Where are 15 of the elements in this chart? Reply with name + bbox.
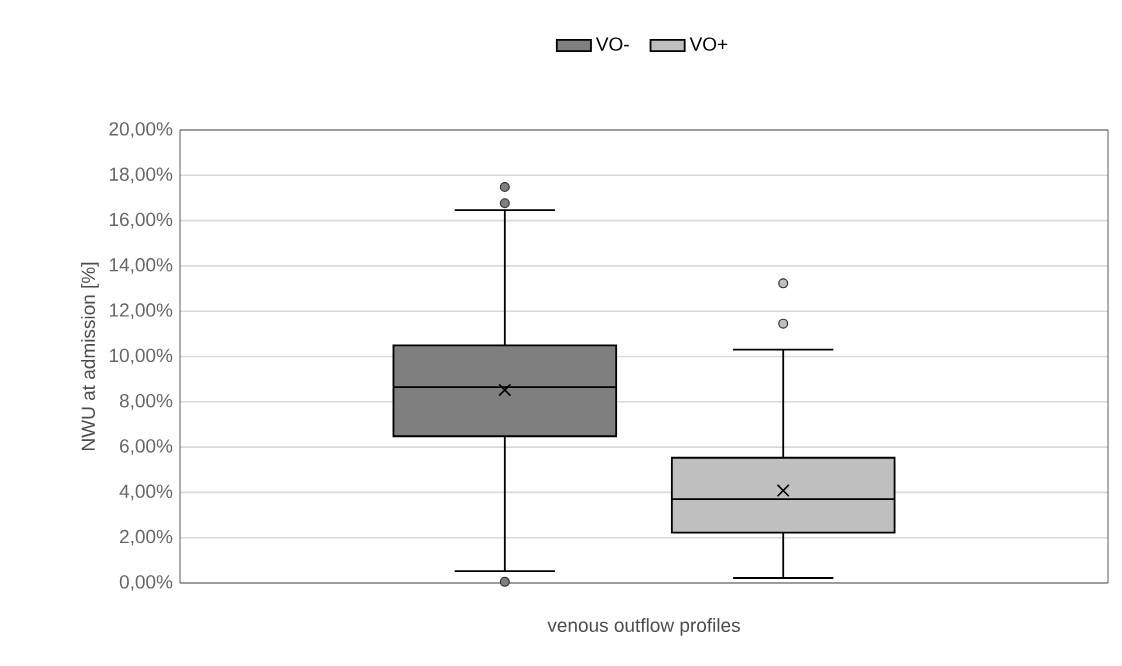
y-axis-title: NWU at admission [%] — [81, 262, 99, 450]
y-tick-label: 4,00% — [119, 484, 173, 501]
y-tick-label: 6,00% — [120, 439, 173, 455]
y-tick-label: 12,00% — [109, 303, 173, 320]
y-tick-label: 0,00% — [119, 575, 173, 591]
y-tick-label: 10,00% — [109, 348, 173, 365]
x-axis-title: venous outflow profiles — [547, 618, 740, 636]
y-tick-label: 14,00% — [109, 258, 173, 274]
y-tick-label: 8,00% — [119, 393, 173, 410]
y-tick-label: 18,00% — [109, 167, 173, 184]
y-tick-label: 16,00% — [109, 212, 173, 229]
legend-label: VO- — [595, 37, 629, 51]
y-tick-label: 20,00% — [109, 122, 173, 138]
legend-label: VO+ — [689, 37, 728, 51]
y-tick-label: 2,00% — [120, 529, 173, 546]
